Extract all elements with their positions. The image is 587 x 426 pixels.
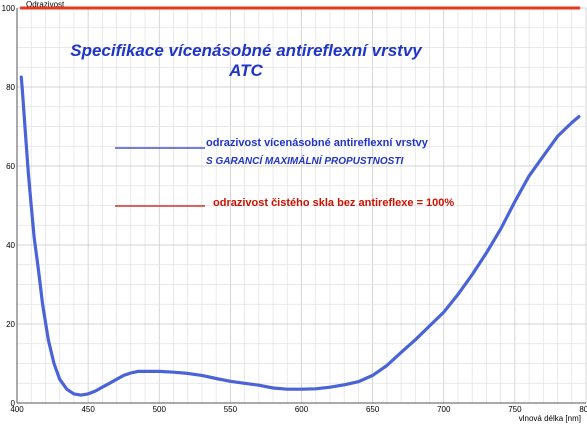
- legend-red-label: odrazivost čistého skla bez antireflexe …: [213, 197, 454, 209]
- x-tick-label: 500: [153, 405, 167, 414]
- y-tick-label: 20: [6, 320, 15, 329]
- series-group: [19, 6, 581, 397]
- series-line-blue: [19, 75, 581, 397]
- x-tick-label: 450: [81, 405, 95, 414]
- x-tick-labels: 400 450 500 550 600 650 700 750 800: [10, 405, 587, 414]
- y-axis-title: Odrazivost: [26, 0, 65, 9]
- axes: [16, 8, 586, 404]
- y-tick-label: 80: [6, 83, 15, 92]
- y-tick-label: 100: [2, 4, 16, 13]
- legend-blue-label: odrazivost vícenásobné antireflexní vrst…: [206, 137, 429, 149]
- x-tick-label: 550: [224, 405, 238, 414]
- legend-blue-sublabel: S GARANCÍ MAXIMÁLNÍ PROPUSTNOSTI: [206, 154, 403, 167]
- x-tick-label: 800: [579, 405, 587, 414]
- chart-title-line2: ATC: [228, 61, 263, 80]
- x-tick-label: 400: [10, 405, 24, 414]
- x-axis-title: vlnová délka [nm]: [519, 414, 581, 423]
- x-tick-label: 750: [508, 405, 522, 414]
- y-tick-labels: 0 20 40 60 80 100: [2, 4, 16, 408]
- y-tick-label: 0: [11, 399, 16, 408]
- x-tick-label: 650: [366, 405, 380, 414]
- y-tick-label: 40: [6, 241, 15, 250]
- x-tick-label: 700: [437, 405, 451, 414]
- y-tick-label: 60: [6, 162, 15, 171]
- legend: odrazivost vícenásobné antireflexní vrst…: [115, 137, 454, 209]
- x-tick-label: 600: [295, 405, 309, 414]
- chart-title-line1: Specifikace vícenásobné antireflexní vrs…: [70, 41, 423, 60]
